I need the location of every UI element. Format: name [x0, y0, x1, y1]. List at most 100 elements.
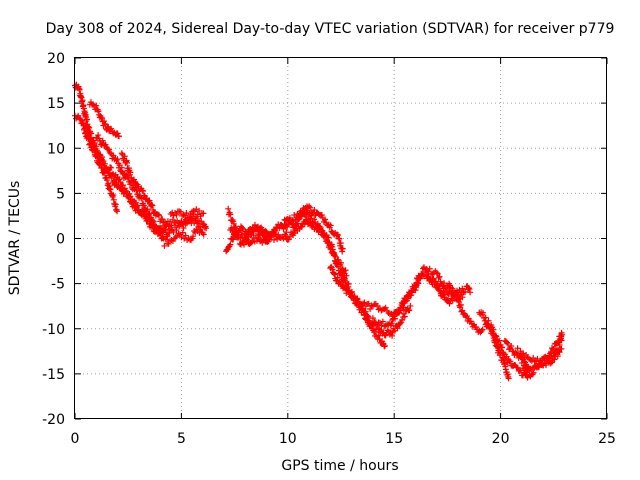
data-point [354, 295, 361, 302]
data-point [76, 86, 83, 93]
data-point [406, 307, 413, 314]
x-tick-label: 10 [279, 431, 297, 447]
x-tick-labels: 0 5 10 15 20 25 [71, 431, 616, 447]
data-point [530, 354, 537, 361]
data-point [551, 356, 558, 363]
data-point [505, 340, 512, 347]
data-point [437, 287, 444, 294]
data-point [293, 221, 300, 228]
data-point [325, 239, 332, 246]
data-point [556, 349, 563, 356]
data-point [462, 314, 469, 321]
data-point [542, 360, 549, 367]
data-point [227, 241, 234, 248]
data-point [230, 236, 237, 243]
data-point [286, 216, 293, 223]
data-point [190, 211, 197, 218]
data-point [359, 305, 366, 312]
y-tick-label: -20 [42, 412, 65, 428]
data-point [554, 353, 561, 360]
data-point [407, 292, 414, 299]
data-point [230, 218, 237, 225]
data-point [382, 304, 389, 311]
data-point [328, 243, 335, 250]
data-point [165, 240, 172, 247]
data-point [499, 344, 506, 351]
data-point [197, 226, 204, 233]
data-point [346, 287, 353, 294]
data-point [293, 220, 300, 227]
data-point [338, 269, 344, 276]
data-point [307, 204, 314, 211]
x-tick-label: 5 [177, 431, 186, 447]
data-point [299, 223, 306, 230]
data-point [127, 169, 134, 176]
data-point [134, 202, 141, 209]
data-point [186, 217, 193, 224]
data-point [381, 342, 388, 349]
data-point [106, 146, 113, 153]
data-point [104, 124, 111, 131]
data-point [115, 133, 122, 140]
data-point [270, 236, 277, 243]
data-point [308, 212, 315, 219]
data-point [148, 216, 155, 223]
data-point [107, 149, 114, 156]
data-point [331, 271, 338, 278]
data-point [316, 223, 323, 230]
data-point [159, 216, 166, 223]
data-point [394, 325, 401, 332]
data-point [80, 105, 87, 112]
data-point [133, 203, 140, 210]
data-point [87, 136, 94, 143]
data-point [414, 279, 421, 286]
data-point [335, 263, 342, 270]
data-point [341, 277, 348, 284]
data-point [506, 346, 513, 353]
data-point [330, 270, 337, 277]
x-tick-label: 20 [492, 431, 510, 447]
data-point [133, 187, 140, 194]
data-point [466, 286, 473, 293]
data-point [436, 273, 443, 280]
y-tick-label: 0 [56, 232, 65, 248]
data-point [165, 223, 172, 230]
data-point [334, 274, 341, 281]
y-tick-label: 5 [56, 186, 65, 202]
data-point [337, 240, 344, 247]
data-point [137, 194, 144, 201]
data-point [149, 219, 156, 226]
data-point [305, 221, 312, 228]
data-point [478, 327, 485, 334]
data-point [114, 156, 121, 163]
data-point [241, 241, 248, 248]
data-point [229, 216, 236, 223]
data-point [101, 118, 108, 125]
data-point [269, 231, 276, 238]
data-point [149, 202, 156, 209]
data-point [124, 159, 131, 166]
data-point [454, 294, 461, 301]
data-point [121, 153, 128, 160]
data-point [375, 325, 382, 332]
data-point [120, 182, 127, 189]
data-point [558, 337, 565, 344]
data-point [166, 230, 173, 237]
y-axis-title: SDTVAR / TECUs [7, 181, 23, 296]
data-point [90, 101, 97, 108]
chart-title: Day 308 of 2024, Sidereal Day-to-day VTE… [46, 21, 615, 37]
data-point [275, 231, 282, 238]
data-point [110, 152, 117, 159]
data-point [99, 156, 106, 163]
plot-frame [74, 57, 607, 419]
data-point [365, 313, 372, 320]
data-point [426, 265, 433, 272]
data-point [558, 331, 565, 338]
data-point [425, 271, 432, 278]
data-point [457, 301, 464, 308]
data-point [433, 269, 440, 276]
data-point [307, 215, 314, 222]
data-point [196, 218, 203, 225]
data-point [459, 307, 466, 314]
